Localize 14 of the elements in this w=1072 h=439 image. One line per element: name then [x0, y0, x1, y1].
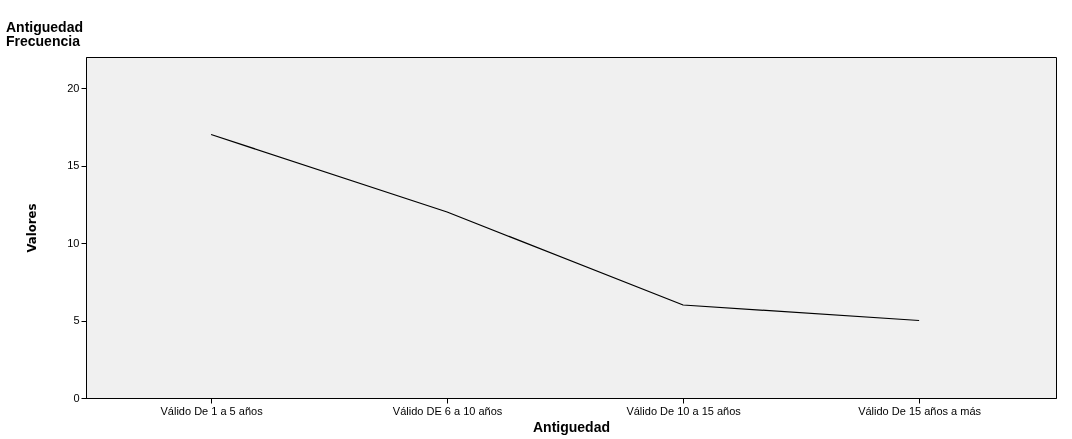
chart-subtitle: Frecuencia: [6, 33, 81, 49]
chart-title: Antiguedad: [6, 19, 83, 35]
y-tick-label: 15: [67, 159, 80, 171]
x-tick-label: Válido DE 6 a 10 años: [392, 404, 503, 417]
y-axis-title: Valores: [24, 203, 40, 253]
y-tick-label: 5: [73, 314, 80, 326]
x-tick-label: Válido De 10 a 15 años: [626, 404, 742, 417]
x-axis-title: Antiguedad: [533, 418, 610, 435]
y-tick-label: 10: [67, 236, 80, 249]
line-series: [210, 133, 920, 322]
y-tick-label: 20: [67, 81, 80, 94]
x-tick-label: Válido De 1 a 5 años: [160, 404, 264, 417]
x-tick-label: Válido De 15 años a más: [858, 404, 982, 417]
y-tick-label: 0: [73, 391, 80, 404]
